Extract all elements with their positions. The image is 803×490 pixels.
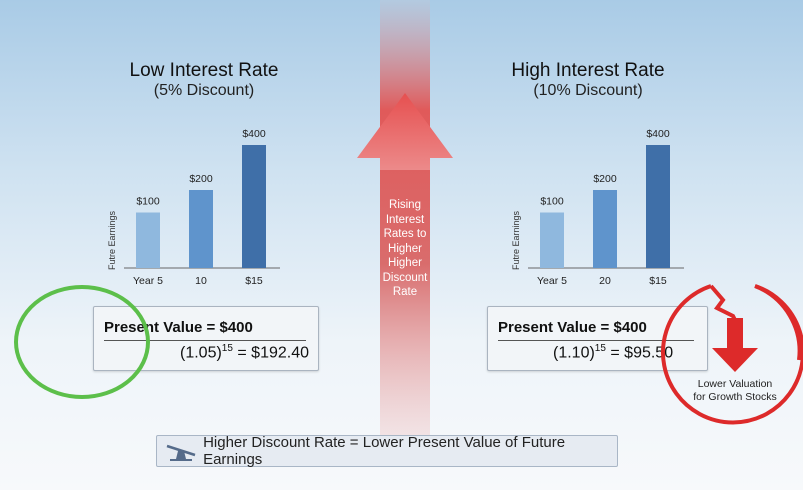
formula-result: = $95.50 (610, 344, 674, 362)
formula-exponent: 15 (221, 343, 233, 354)
bar (189, 190, 213, 268)
formula-numerator: Present Value = $400 (498, 319, 647, 336)
bar-value-label: $200 (189, 173, 213, 185)
arrow-label-line: Rate (392, 286, 418, 298)
x-tick-label: 20 (599, 275, 611, 287)
formula-exponent: 15 (594, 343, 606, 354)
broken-circle-down-arrow-icon (661, 284, 803, 425)
left-title: Low Interest Rate (129, 60, 279, 81)
arrow-label-line: Rising (389, 199, 421, 211)
callout-line: for Growth Stocks (693, 391, 777, 403)
x-tick-label: $15 (649, 275, 667, 287)
arrow-label: Rising Interest Rates to Higher Higher D… (370, 198, 440, 300)
arrow-label-line: Higher (388, 257, 422, 269)
x-tick-label: 10 (195, 275, 207, 287)
bar-value-label: $400 (646, 128, 670, 140)
right-bar-chart: $100 Year 5 $200 20 $400 $15 (528, 128, 684, 287)
bar-value-label: $200 (593, 173, 617, 185)
green-highlight-circle-icon (14, 285, 150, 399)
formula-denominator: (1.05)15 = $192.40 (180, 343, 309, 362)
formula-numerator: Present Value = $400 (104, 319, 253, 336)
bar (242, 145, 266, 268)
bar (540, 212, 564, 268)
left-present-value-box: Present Value = $400 (1.05)15 = $192.40 (93, 306, 319, 371)
x-tick-label: $15 (245, 275, 263, 287)
arrow-label-line: Discount (382, 271, 428, 284)
fraction-line (498, 340, 694, 341)
right-title: High Interest Rate (511, 60, 665, 81)
formula-denominator: (1.10)15 = $95.50 (553, 343, 673, 362)
callout-line: Lower Valuation (697, 378, 773, 390)
footer-banner: Higher Discount Rate = Lower Present Val… (156, 434, 618, 468)
left-bar-chart: $100 Year 5 $200 10 $400 $15 (124, 128, 280, 287)
callout-text: Lower Valuation for Growth Stocks (680, 378, 790, 404)
formula-result: = $192.40 (237, 344, 309, 362)
right-subtitle: (10% Discount) (533, 82, 643, 99)
fraction-line (104, 340, 306, 341)
formula-base: (1.10) (553, 344, 595, 362)
arrow-label-line: Interest (385, 213, 425, 226)
seesaw-icon (166, 444, 196, 461)
left-ylabel: Futre Earnings (107, 210, 117, 270)
bar-value-label: $100 (136, 196, 160, 208)
bar-value-label: $400 (242, 128, 266, 140)
right-ylabel: Futre Earnings (511, 210, 521, 270)
left-subtitle: (5% Discount) (153, 82, 255, 99)
arrow-label-line: Rates to (383, 228, 427, 240)
x-tick-label: Year 5 (537, 275, 567, 287)
bar (646, 145, 670, 268)
bar-value-label: $100 (540, 196, 564, 208)
bar (593, 190, 617, 268)
x-tick-label: Year 5 (133, 275, 163, 287)
footer-text: Higher Discount Rate = Lower Present Val… (203, 434, 566, 468)
formula-base: (1.05) (180, 344, 222, 362)
rising-rates-arrow (357, 0, 453, 440)
arrow-label-line: Higher (388, 242, 422, 255)
bar (136, 212, 160, 268)
